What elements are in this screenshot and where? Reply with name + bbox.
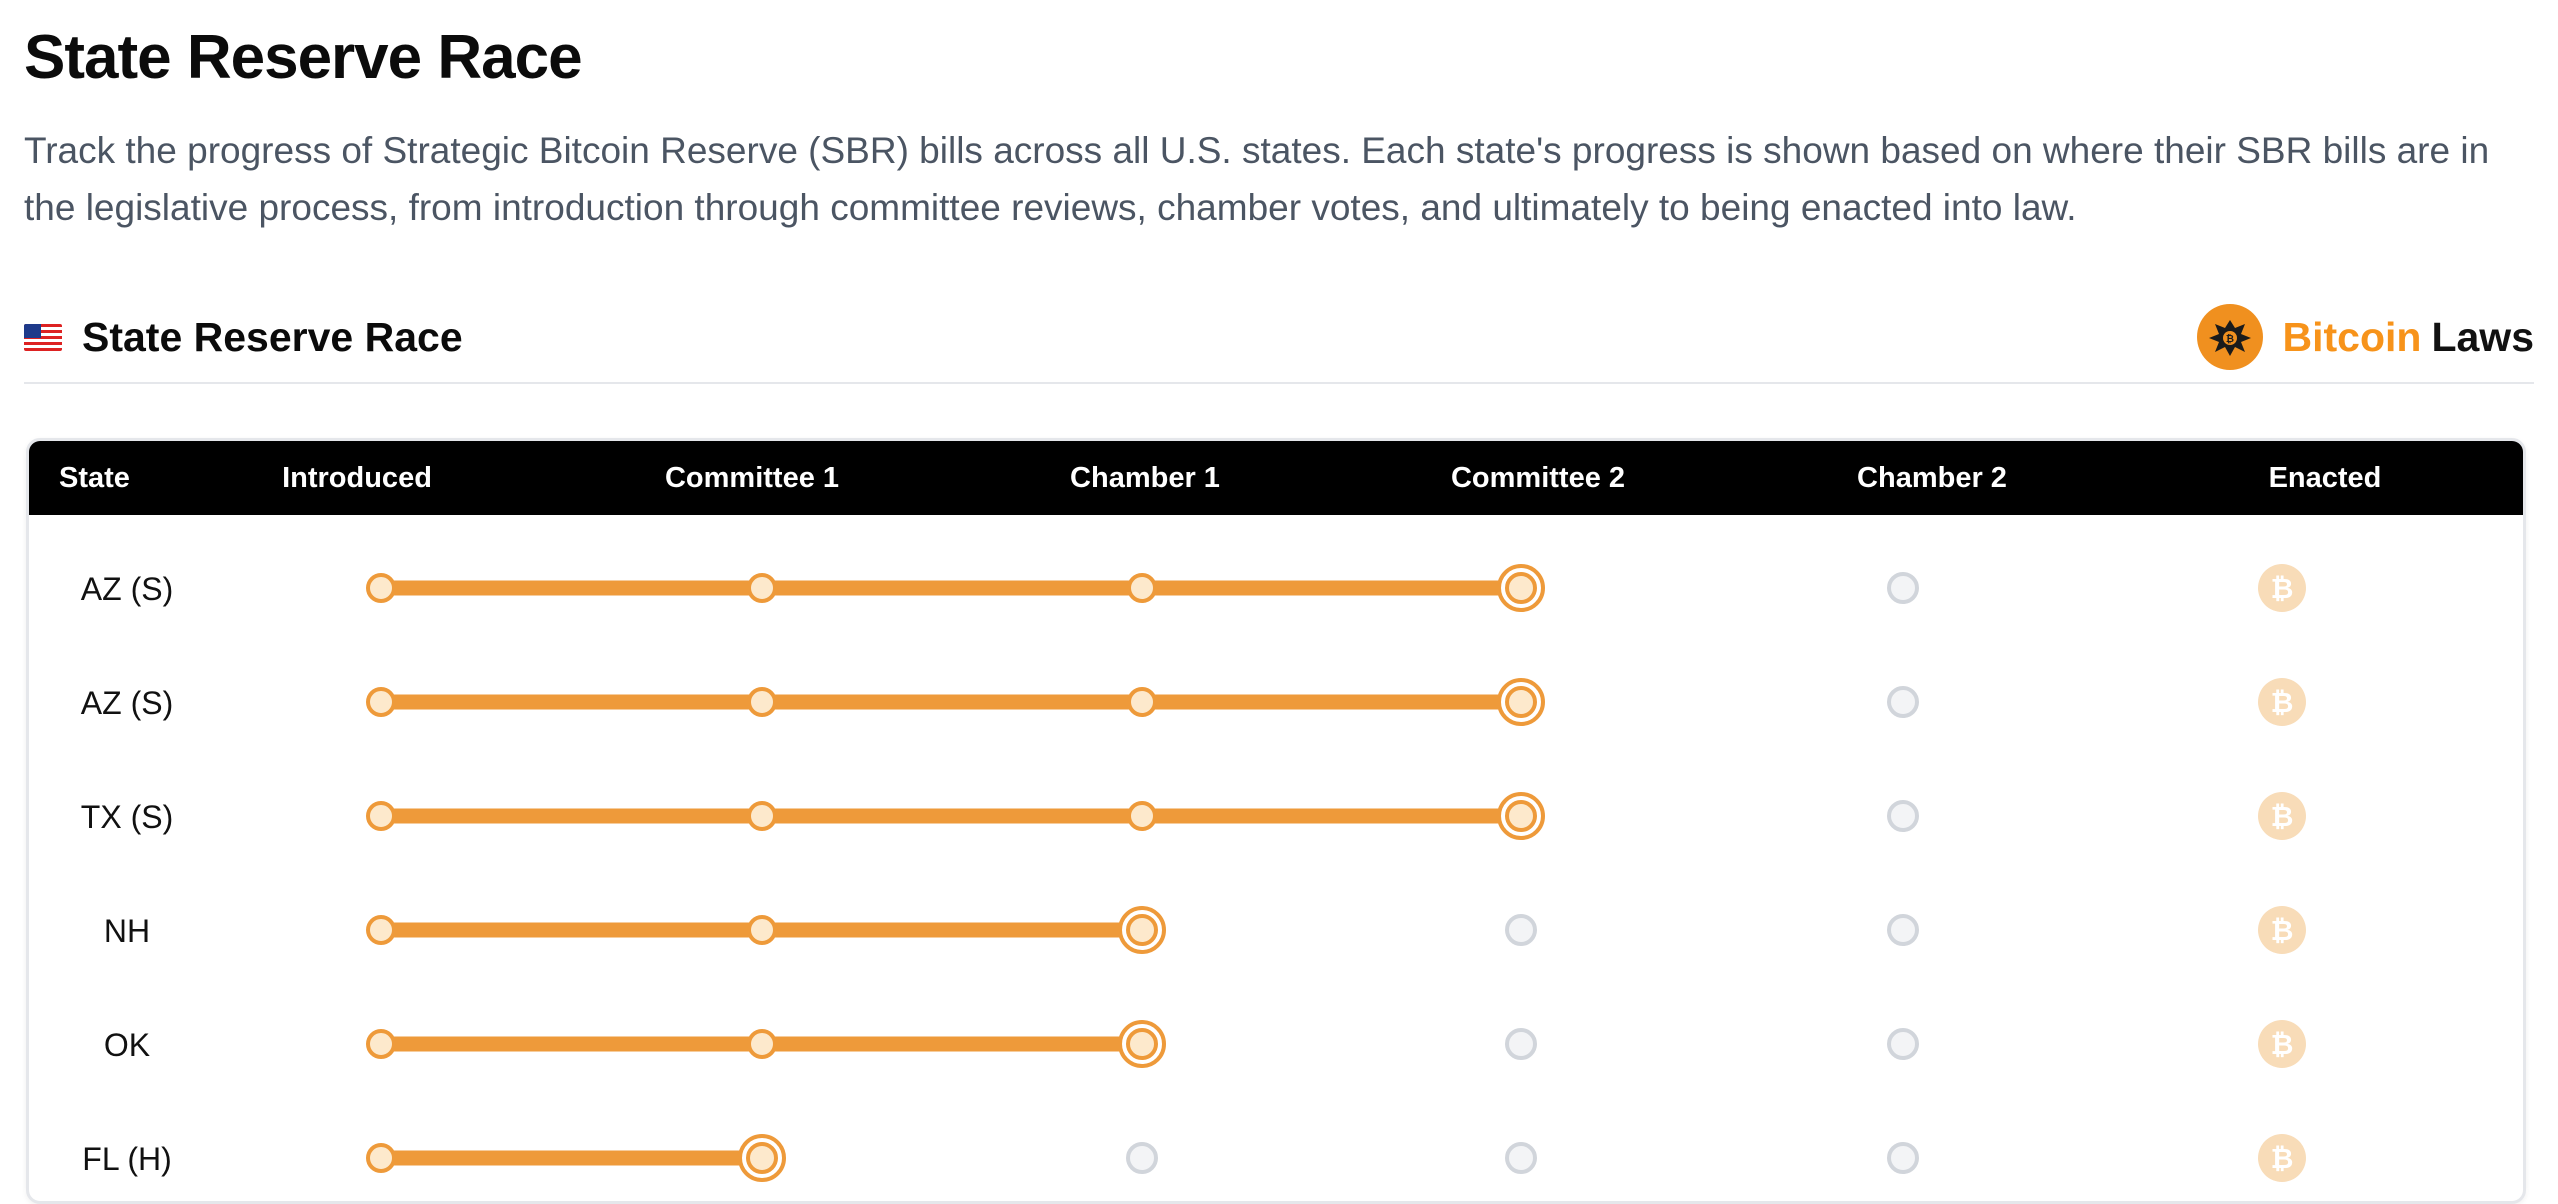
table-row[interactable]: TX (S) ₿ [81,792,2306,840]
svg-text:₿: ₿ [2271,1142,2294,1175]
column-header-committee-2: Committee 2 [1450,462,1626,494]
brand[interactable]: ₿ Bitcoin Laws [2196,304,2534,370]
stage-node-committee-1 [747,801,777,831]
state-label: AZ (S) [81,685,173,721]
column-header-chamber-2: Chamber 2 [1857,462,2007,494]
page-description: Track the progress of Strategic Bitcoin … [24,130,2490,228]
stage-node-chamber-1 [1127,801,1157,831]
column-header-introduced: Introduced [282,462,432,494]
stage-node-chamber-1-current [1118,1020,1166,1068]
stage-node-committee-1 [747,687,777,717]
bitcoin-icon: ₿ [2258,792,2306,840]
column-header-enacted: Enacted [2268,462,2382,494]
bitcoin-icon: ₿ [2258,906,2306,954]
stage-node-chamber-1-pending [1126,1142,1158,1174]
svg-text:₿: ₿ [2271,1028,2294,1061]
eagle-seal-icon: ₿ [2196,304,2263,370]
us-flag-icon [24,323,62,351]
stage-node-chamber-2-pending [1887,572,1919,604]
progress-rows: AZ (S) ₿ AZ (S) ₿ TX (S) ₿ NH ₿ OK ₿ FL (H) ₿ [81,564,2306,1182]
stage-node-committee-2-current [1497,678,1545,726]
page-title: State Reserve Race [24,23,583,92]
table-row[interactable]: OK ₿ [104,1020,2306,1068]
stage-node-chamber-2-pending [1887,686,1919,718]
state-label: TX (S) [81,799,173,835]
svg-text:₿: ₿ [2225,333,2233,345]
stage-node-committee-1 [747,915,777,945]
table-header: State Introduced Committee 1 Chamber 1 C… [29,441,2523,515]
brand-name-secondary: Laws [2431,313,2534,360]
stage-node-chamber-1-current [1118,906,1166,954]
stage-node-committee-1-current [738,1134,786,1182]
stage-node-chamber-2-pending [1887,1142,1919,1174]
table-row[interactable]: AZ (S) ₿ [81,678,2306,726]
svg-text:₿: ₿ [2271,800,2294,833]
section-title: State Reserve Race [82,313,463,360]
bitcoin-icon: ₿ [2258,678,2306,726]
stage-node-committee-1 [747,1029,777,1059]
bitcoin-icon: ₿ [2258,1134,2306,1182]
stage-node-introduced [366,1143,396,1173]
stage-node-committee-1 [747,573,777,603]
stage-node-chamber-1 [1127,687,1157,717]
stage-node-committee-2-current [1497,792,1545,840]
state-label: NH [104,913,150,949]
stage-node-chamber-2-pending [1887,914,1919,946]
stage-node-introduced [366,915,396,945]
stage-node-introduced [366,801,396,831]
table-row[interactable]: FL (H) ₿ [82,1134,2306,1182]
stage-node-chamber-2-pending [1887,800,1919,832]
table-row[interactable]: AZ (S) ₿ [81,564,2306,612]
stage-node-chamber-1 [1127,573,1157,603]
progress-table: State Introduced Committee 1 Chamber 1 C… [26,438,2526,1204]
column-header-state: State [59,462,130,494]
bitcoin-icon: ₿ [2258,564,2306,612]
state-label: FL (H) [82,1141,171,1177]
stage-node-committee-2-pending [1505,1142,1537,1174]
stage-node-committee-2-pending [1505,1028,1537,1060]
column-header-committee-1: Committee 1 [664,462,840,494]
svg-text:₿: ₿ [2271,686,2294,719]
brand-name-primary: Bitcoin [2282,313,2422,360]
stage-node-chamber-2-pending [1887,1028,1919,1060]
stage-node-committee-2-pending [1505,914,1537,946]
bitcoin-icon: ₿ [2258,1020,2306,1068]
stage-node-introduced [366,1029,396,1059]
state-label: AZ (S) [81,571,173,607]
stage-node-introduced [366,687,396,717]
svg-text:₿: ₿ [2271,572,2294,605]
state-label: OK [104,1027,150,1063]
table-row[interactable]: NH ₿ [104,906,2306,954]
column-header-chamber-1: Chamber 1 [1070,462,1220,494]
stage-node-committee-2-current [1497,564,1545,612]
svg-text:₿: ₿ [2271,914,2294,947]
section-header: State Reserve Race ₿ Bitcoin Laws [24,292,2534,384]
stage-node-introduced [366,573,396,603]
